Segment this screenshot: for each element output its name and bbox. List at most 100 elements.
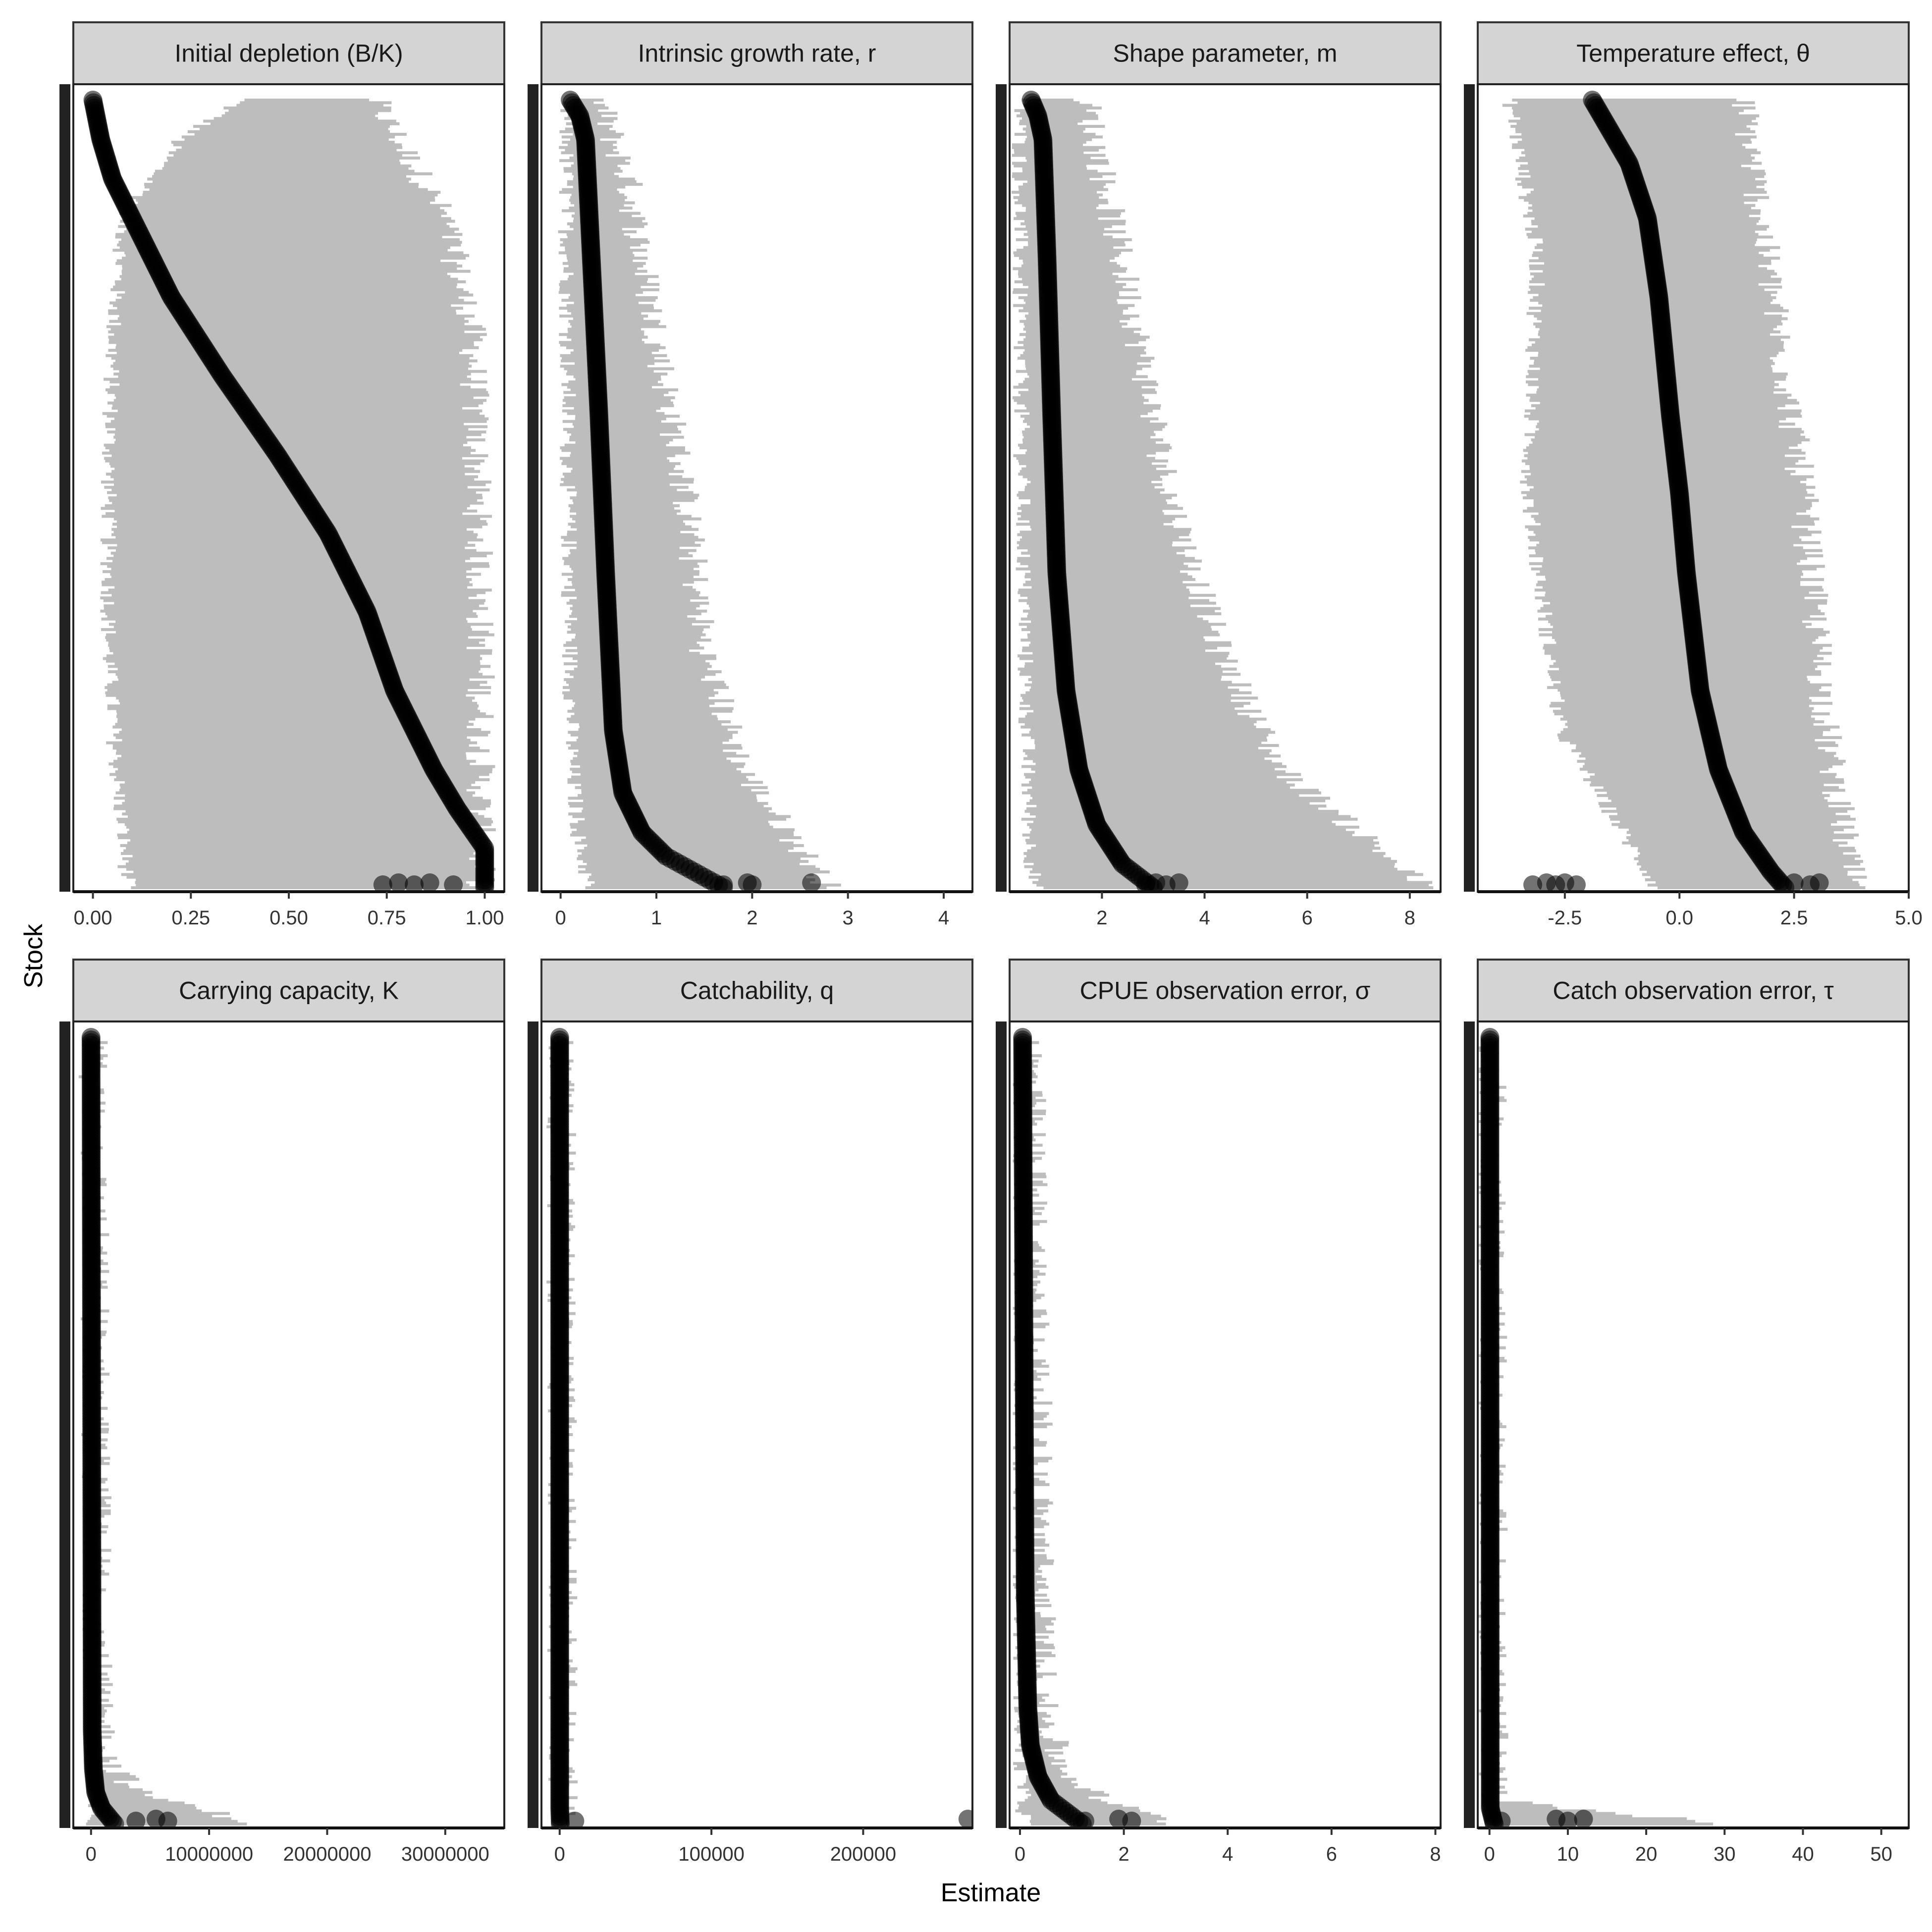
- x-tick-label: 0.75: [368, 907, 406, 929]
- y-axis-title: Stock: [19, 923, 48, 988]
- x-tick-label: 1: [651, 907, 662, 929]
- x-tick-label: 5.0: [1895, 907, 1923, 929]
- x-tick-label: 6: [1302, 907, 1313, 929]
- outlier-point: [714, 875, 733, 892]
- facet-panels: Initial depletion (B/K)0.00 0.25 0.50 0.75 1…: [59, 21, 1923, 1865]
- facet-title: Shape parameter, m: [1113, 40, 1337, 67]
- facet-strip: [1009, 959, 1442, 1022]
- data-layer: [1478, 1028, 1714, 1828]
- x-tick-label: 6: [1326, 1843, 1337, 1865]
- outlier-point: [802, 873, 821, 892]
- x-tick-label: 0.25: [171, 907, 210, 929]
- x-tick-label: 20: [1635, 1843, 1658, 1865]
- facet-panel: CPUE observation error, σ 0 2 4 6 8: [996, 959, 1442, 1865]
- facet-title: Temperature effect, θ: [1576, 40, 1810, 67]
- facet-title: Initial depletion (B/K): [174, 40, 403, 67]
- data-layer: [78, 1028, 247, 1828]
- facet-panel: Intrinsic growth rate, r 0 1 2 3 4: [528, 21, 973, 929]
- facet-panel: Catchability, q 0 100000 200000: [528, 959, 973, 1865]
- data-layer: [1013, 1028, 1167, 1828]
- x-tick-label: 0: [1015, 1843, 1025, 1865]
- y-axis-ticks: [528, 84, 538, 892]
- data-layer: [83, 91, 496, 892]
- x-tick-label: 4: [938, 907, 949, 929]
- x-tick-label: 8: [1430, 1843, 1441, 1865]
- x-tick-label: 4: [1222, 1843, 1233, 1865]
- estimate-point: [105, 1815, 124, 1828]
- x-tick-label: 30: [1714, 1843, 1736, 1865]
- x-tick-label: 30000000: [401, 1843, 489, 1865]
- y-axis-ticks: [996, 84, 1007, 892]
- facet-title: CPUE observation error, σ: [1080, 977, 1371, 1005]
- outlier-point: [1784, 873, 1804, 892]
- x-tick-label: 4: [1199, 907, 1210, 929]
- facet-panel: Carrying capacity, K 0 10000000 20000000 300…: [59, 959, 505, 1865]
- outlier-point: [444, 875, 463, 892]
- outlier-point: [1523, 875, 1543, 892]
- facet-strip: [1009, 21, 1442, 85]
- x-tick-label: 10: [1557, 1843, 1579, 1865]
- x-tick-label: 50: [1870, 1843, 1892, 1865]
- outlier-point: [1169, 873, 1188, 892]
- outlier-point: [158, 1812, 177, 1828]
- outlier-point: [1122, 1812, 1141, 1828]
- y-axis-ticks: [59, 1021, 70, 1828]
- x-tick-label: 0: [554, 1843, 565, 1865]
- facet-title: Intrinsic growth rate, r: [638, 40, 876, 67]
- x-tick-label: 2: [1096, 907, 1107, 929]
- plot-area: [541, 1021, 972, 1828]
- x-tick-label: 2: [747, 907, 757, 929]
- estimate-point: [550, 1815, 570, 1828]
- x-tick-label: 40: [1792, 1843, 1814, 1865]
- x-tick-label: 0.50: [269, 907, 308, 929]
- plot-area: [1010, 1021, 1441, 1828]
- x-tick-label: 0.0: [1665, 907, 1693, 929]
- facet-panel: Shape parameter, m 2 4 6 8: [996, 21, 1442, 929]
- outlier-point: [1558, 1812, 1577, 1828]
- facet-panel: Initial depletion (B/K) 0.00 0.25 0.50 0.75 1…: [59, 21, 505, 929]
- x-tick-label: 100000: [678, 1843, 744, 1865]
- outlier-point: [373, 875, 392, 892]
- x-tick-label: 2: [1118, 1843, 1129, 1865]
- plot-area: [73, 1021, 504, 1828]
- facet-strip: [1477, 959, 1910, 1022]
- outlier-point: [1574, 1810, 1593, 1828]
- facet-title: Catchability, q: [680, 977, 834, 1005]
- y-axis-ticks: [528, 1021, 538, 1828]
- x-tick-label: 8: [1404, 907, 1415, 929]
- data-layer: [1011, 91, 1434, 892]
- x-tick-label: 20000000: [283, 1843, 371, 1865]
- outlier-point: [1810, 873, 1829, 892]
- estimate-point: [475, 878, 494, 892]
- data-layer: [558, 91, 841, 892]
- y-axis-ticks: [1464, 84, 1475, 892]
- x-tick-label: 0: [1484, 1843, 1495, 1865]
- x-axis-title: Estimate: [941, 1878, 1041, 1907]
- outlier-point: [420, 873, 439, 892]
- y-axis-ticks: [1464, 1021, 1475, 1828]
- outlier-point: [1075, 1812, 1094, 1828]
- outlier-point: [389, 873, 408, 892]
- facet-strip: [1477, 21, 1910, 85]
- data-layer: [1502, 91, 1867, 892]
- outlier-point: [126, 1812, 146, 1828]
- outlier-point: [1566, 875, 1586, 892]
- facet-strip: [540, 21, 973, 85]
- plot-area: [1478, 1021, 1909, 1828]
- x-tick-label: 10000000: [165, 1843, 253, 1865]
- outlier-point: [565, 1812, 585, 1828]
- facet-strip: [540, 959, 973, 1022]
- x-tick-label: 3: [843, 907, 854, 929]
- outlier-point: [958, 1810, 972, 1828]
- x-tick-label: 0.00: [74, 907, 112, 929]
- x-tick-label: 2.5: [1780, 907, 1808, 929]
- facet-panel: Temperature effect, θ -2.5 0.0 2.5 5.0: [1464, 21, 1923, 929]
- facet-panel: Catch observation error, τ 0 10 20 30 40 50: [1464, 959, 1910, 1865]
- facet-title: Catch observation error, τ: [1553, 977, 1833, 1005]
- x-tick-label: 200000: [830, 1843, 896, 1865]
- x-tick-label: 0: [86, 1843, 97, 1865]
- data-layer: [546, 1028, 972, 1828]
- y-axis-ticks: [59, 84, 70, 892]
- x-tick-label: -2.5: [1548, 907, 1582, 929]
